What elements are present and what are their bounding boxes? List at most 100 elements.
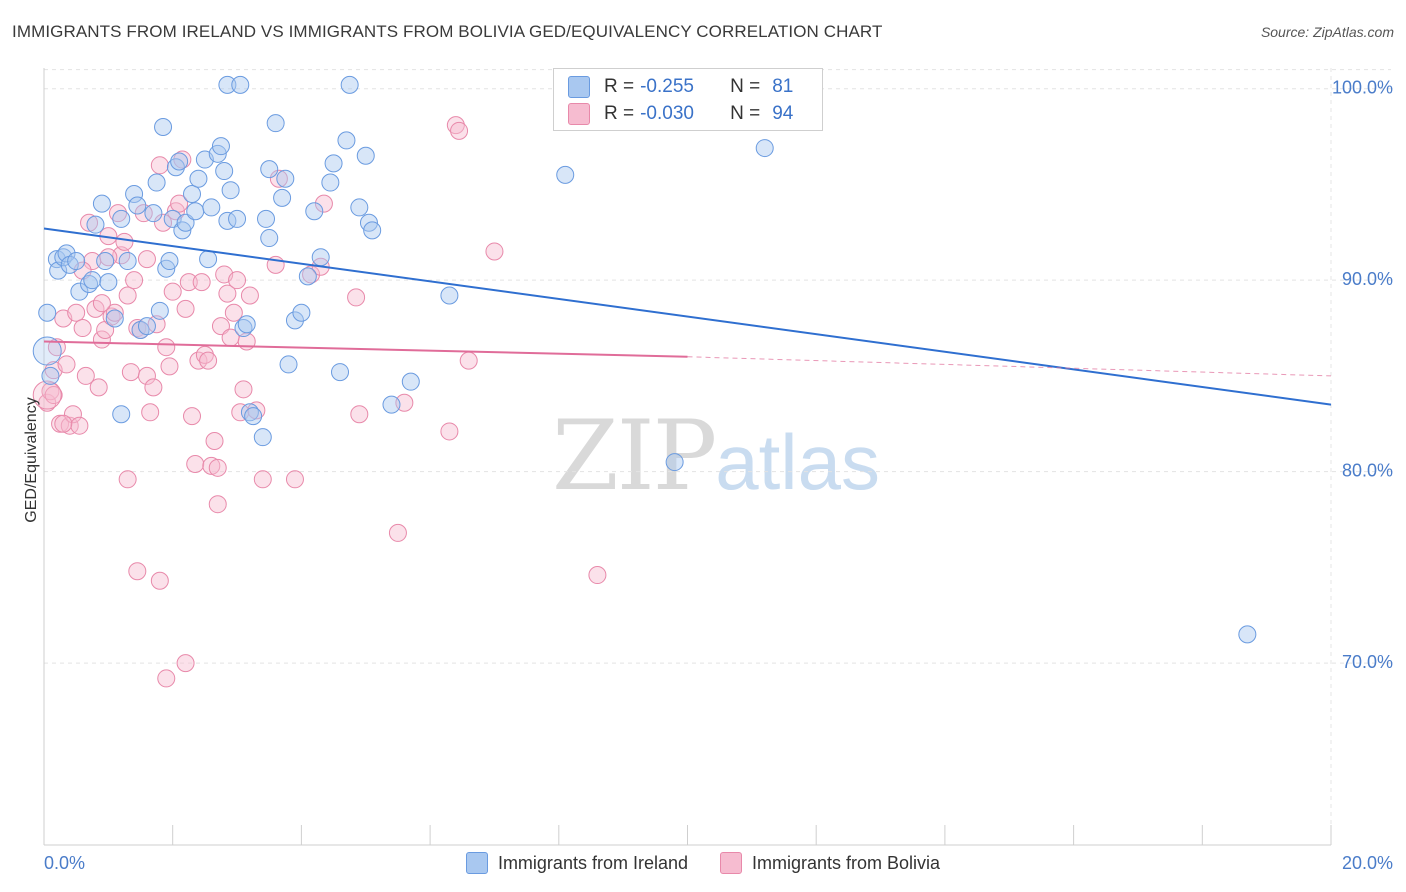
ireland-point xyxy=(128,196,147,215)
bolivia-point xyxy=(388,523,407,542)
ireland-point xyxy=(183,185,202,204)
bolivia-point xyxy=(32,380,62,410)
ireland-point xyxy=(244,407,263,426)
bolivia-point xyxy=(450,121,469,140)
ireland-point xyxy=(211,137,230,156)
bolivia-point xyxy=(121,363,140,382)
bolivia-point xyxy=(105,303,124,322)
source-label: Source: ZipAtlas.com xyxy=(1260,24,1394,40)
ireland-point xyxy=(105,309,124,328)
bolivia-point xyxy=(163,282,182,301)
bolivia-legend-label: Immigrants from Bolivia xyxy=(752,852,941,873)
ireland-point xyxy=(166,158,185,177)
ireland-point xyxy=(112,209,131,228)
bolivia-point xyxy=(118,470,137,489)
bolivia-point xyxy=(459,351,478,370)
bolivia-point xyxy=(150,156,169,175)
ireland-point xyxy=(1238,625,1257,644)
watermark: ZIPatlas xyxy=(552,400,880,512)
bolivia-point xyxy=(118,286,137,305)
ireland-point xyxy=(253,428,272,447)
ireland-point xyxy=(324,154,343,173)
ireland-point xyxy=(363,221,382,240)
bolivia-point xyxy=(38,393,57,412)
ireland-point xyxy=(41,366,60,385)
ireland-point xyxy=(67,252,86,271)
bolivia-trend-line xyxy=(43,340,688,358)
bolivia-point xyxy=(63,405,82,424)
bolivia-point xyxy=(173,150,192,169)
bolivia-point xyxy=(350,405,369,424)
ireland-point xyxy=(150,301,169,320)
bolivia-point xyxy=(89,378,108,397)
bolivia-point xyxy=(240,286,259,305)
ireland-point xyxy=(176,213,195,232)
bolivia-n-label: N = xyxy=(730,103,761,124)
legend-item-bolivia[interactable]: Immigrants from Bolivia xyxy=(720,852,940,874)
watermark-zip: ZIP xyxy=(552,400,717,512)
x-tick-label-min: 0.0% xyxy=(44,853,85,873)
ireland-point xyxy=(202,198,221,217)
bolivia-point xyxy=(253,470,272,489)
ireland-point xyxy=(125,185,144,204)
ireland-point xyxy=(49,261,68,280)
y-tick-label: 90.0% xyxy=(1342,269,1393,289)
bolivia-point xyxy=(208,458,227,477)
bolivia-r-value: -0.030 xyxy=(640,103,694,124)
bolivia-point xyxy=(176,654,195,673)
ireland-point xyxy=(137,317,156,336)
ireland-point xyxy=(99,273,118,292)
ireland-points xyxy=(32,75,1257,644)
bolivia-point xyxy=(588,566,607,585)
axis-labels: 70.0% 80.0% 90.0% 100.0% 0.0% 20.0% GED/Equiva… xyxy=(23,78,1393,873)
ireland-legend-label: Immigrants from Ireland xyxy=(497,852,688,873)
ireland-point xyxy=(298,267,317,286)
chart-title: IMMIGRANTS FROM IRELAND VS IMMIGRANTS FR… xyxy=(12,22,883,41)
legend-item-ireland[interactable]: Immigrants from Ireland xyxy=(465,852,688,874)
ireland-point xyxy=(401,372,420,391)
ireland-point xyxy=(665,453,684,472)
ireland-point xyxy=(350,198,369,217)
ireland-trend-line xyxy=(43,227,1332,406)
grid-lines xyxy=(44,68,1391,845)
bolivia-point xyxy=(218,284,237,303)
bolivia-point xyxy=(211,317,230,336)
bolivia-point xyxy=(446,116,465,135)
bolivia-point xyxy=(137,250,156,269)
ireland-point xyxy=(32,336,62,366)
ireland-point xyxy=(321,173,340,192)
correlation-legend: R = -0.255 N = 81 R = -0.030 N = 94 xyxy=(553,68,823,131)
bolivia-point xyxy=(199,351,218,370)
bolivia-point xyxy=(269,169,288,188)
bolivia-point xyxy=(247,401,266,420)
bolivia-point xyxy=(137,366,156,385)
legend-row-ireland: R = -0.255 N = 81 xyxy=(568,75,793,99)
ireland-point xyxy=(83,271,102,290)
ireland-point xyxy=(755,139,774,158)
bolivia-point xyxy=(157,338,176,357)
bolivia-point xyxy=(176,299,195,318)
axes xyxy=(43,68,1332,846)
bolivia-point xyxy=(134,204,153,223)
bolivia-point xyxy=(144,378,163,397)
bolivia-point xyxy=(485,242,504,261)
bolivia-point xyxy=(67,303,86,322)
ireland-point xyxy=(276,169,295,188)
ireland-point xyxy=(231,75,250,94)
bolivia-point xyxy=(80,213,99,232)
bolivia-point xyxy=(202,456,221,475)
ireland-point xyxy=(118,252,137,271)
bolivia-point xyxy=(160,357,179,376)
bolivia-point xyxy=(150,571,169,590)
bolivia-n-value: 94 xyxy=(772,103,794,124)
ireland-point xyxy=(356,146,375,165)
bolivia-point xyxy=(128,562,147,581)
bolivia-point xyxy=(234,380,253,399)
bolivia-point xyxy=(183,407,202,426)
legend-row-bolivia: R = -0.030 N = 94 xyxy=(568,102,793,126)
bolivia-point xyxy=(115,232,134,251)
bolivia-point xyxy=(54,414,73,433)
ireland-point xyxy=(257,209,276,228)
ireland-point xyxy=(279,355,298,374)
ireland-point xyxy=(189,169,208,188)
